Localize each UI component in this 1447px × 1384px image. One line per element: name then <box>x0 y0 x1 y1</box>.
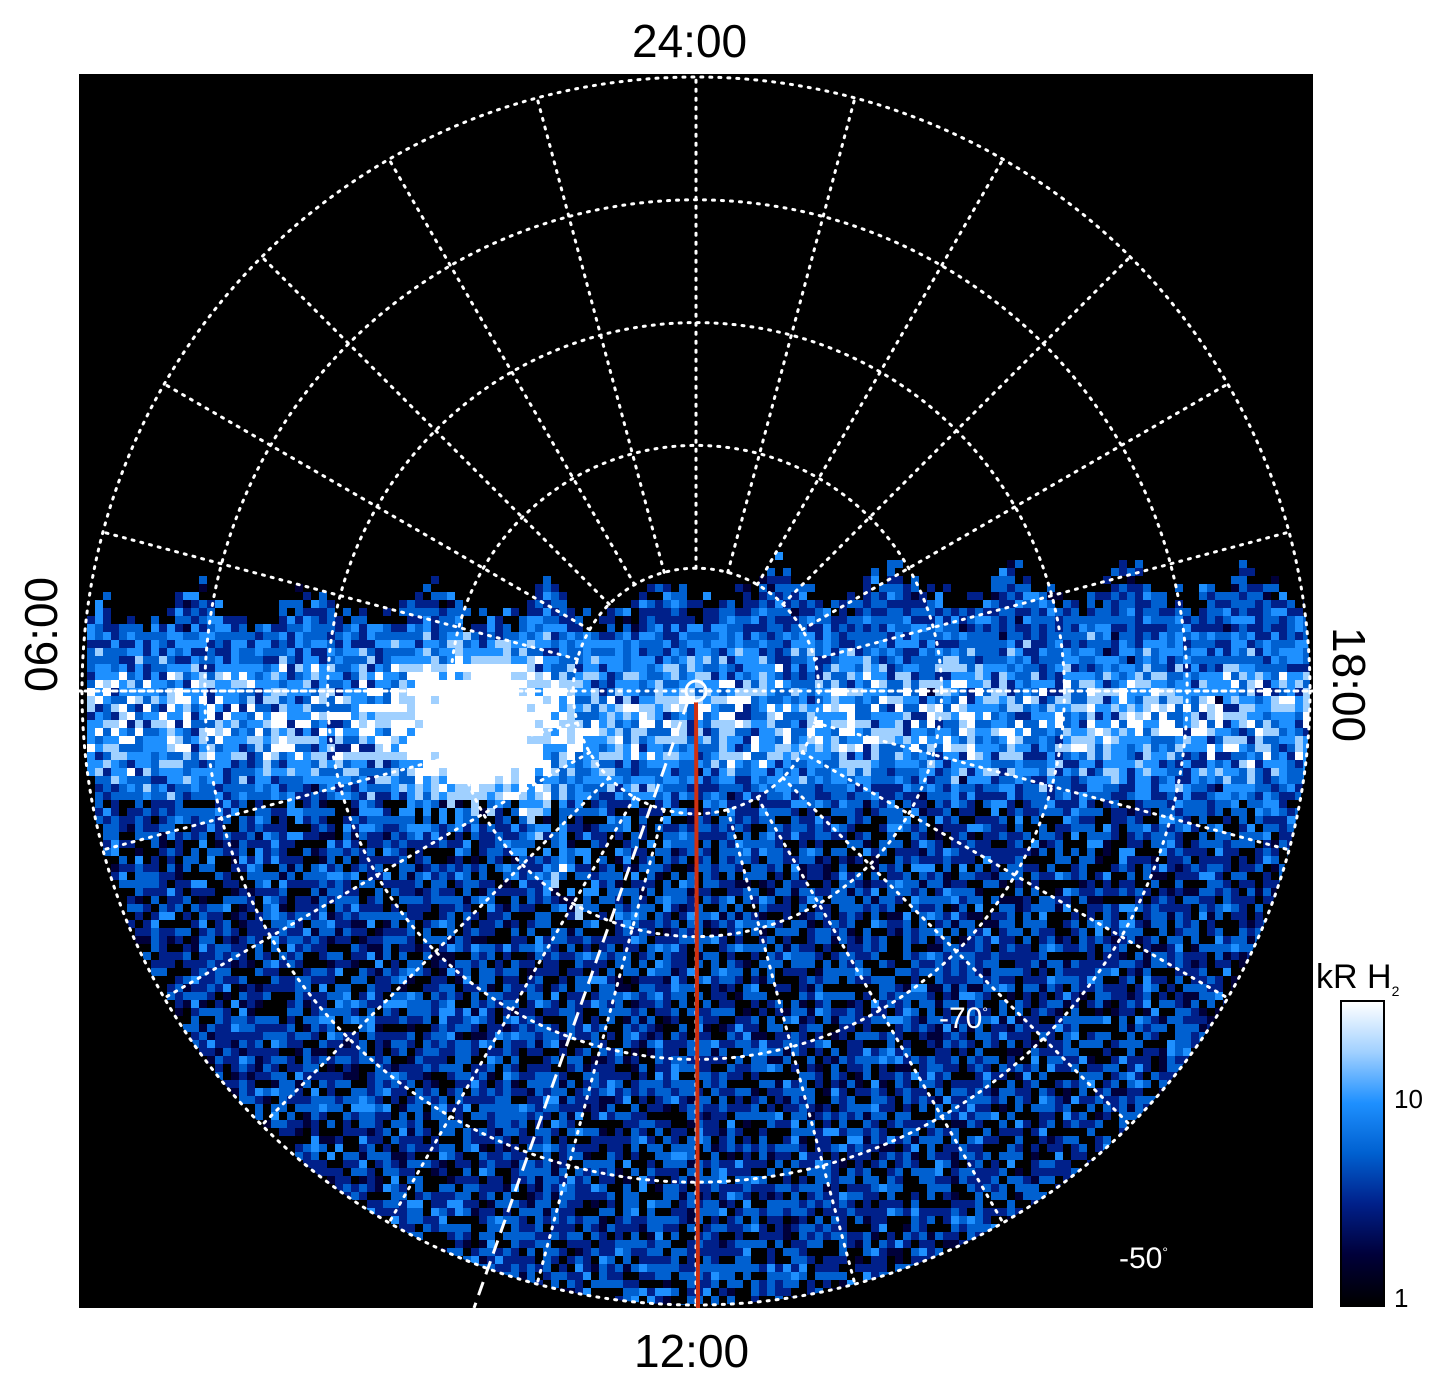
dashed-reference-line <box>472 700 690 1308</box>
meridian-line <box>260 776 611 1127</box>
local-time-24-label: 24:00 <box>632 15 748 67</box>
meridian-line <box>800 382 1230 632</box>
meridian-line <box>726 808 857 1286</box>
colorbar-tick-1: 1 <box>1394 1283 1409 1313</box>
latitude-label-70: -70° <box>939 1002 988 1035</box>
colorbar <box>1340 1000 1385 1307</box>
meridian-line <box>813 530 1291 661</box>
subspacecraft-meridian-line <box>694 700 700 1308</box>
meridian-line <box>726 96 857 574</box>
meridian-line <box>755 795 1005 1225</box>
local-time-18-label: 18:00 <box>1323 627 1375 743</box>
local-time-06-label: 06:00 <box>15 576 67 692</box>
auroral-map-svg <box>79 75 1313 1308</box>
meridian-line <box>162 382 592 632</box>
pole-marker <box>684 679 708 703</box>
meridian-line <box>535 808 666 1286</box>
colorbar-title: kR H2 <box>1316 958 1400 999</box>
polar-projection-plot: -70° -50° <box>79 74 1313 1308</box>
meridian-line <box>800 750 1230 1000</box>
meridian-line <box>813 721 1291 852</box>
colorbar-tick-10: 10 <box>1394 1084 1423 1114</box>
meridian-line <box>101 721 579 852</box>
meridian-line <box>387 795 637 1225</box>
meridian-line <box>535 96 666 574</box>
meridian-line <box>781 776 1132 1127</box>
meridian-line <box>101 530 579 661</box>
meridian-line <box>755 157 1005 587</box>
local-time-12-label: 12:00 <box>634 1325 750 1377</box>
meridian-line <box>260 255 611 606</box>
meridian-line <box>387 157 637 587</box>
latitude-label-50: -50° <box>1119 1242 1168 1275</box>
meridian-line <box>162 750 592 1000</box>
meridian-line <box>781 255 1132 606</box>
